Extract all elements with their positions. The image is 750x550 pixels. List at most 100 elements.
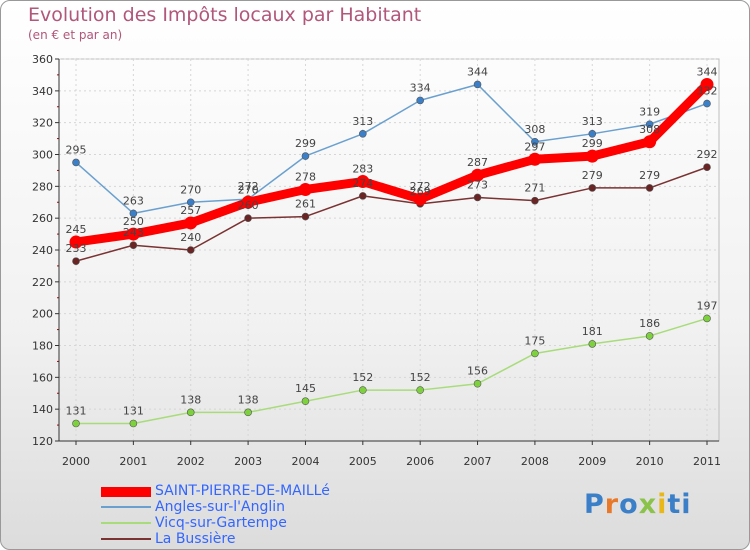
legend-label: Angles-sur-l'Anglin xyxy=(155,499,285,515)
data-point xyxy=(473,80,482,89)
data-label: 274 xyxy=(352,177,373,190)
data-label: 319 xyxy=(639,105,660,118)
data-label: 313 xyxy=(582,115,603,128)
data-label: 257 xyxy=(180,204,201,217)
data-label: 313 xyxy=(352,115,373,128)
data-label: 308 xyxy=(524,123,545,136)
x-tick-label: 2001 xyxy=(119,455,147,468)
data-label: 283 xyxy=(352,163,373,176)
data-point xyxy=(473,193,482,202)
data-point xyxy=(244,214,252,222)
data-point xyxy=(184,216,198,230)
data-label: 287 xyxy=(467,156,488,169)
y-tick-label: 300 xyxy=(32,149,53,162)
data-point xyxy=(528,152,542,166)
series-line xyxy=(75,166,708,262)
data-point xyxy=(645,184,654,192)
data-point xyxy=(588,184,597,192)
y-tick-label: 220 xyxy=(32,276,53,289)
y-tick-label: 160 xyxy=(32,371,53,384)
data-label: 308 xyxy=(639,123,660,136)
data-point xyxy=(69,235,83,249)
logo-letter: x xyxy=(638,489,658,520)
data-label: 271 xyxy=(524,182,545,195)
data-label: 332 xyxy=(697,85,718,98)
logo-letter: o xyxy=(619,489,639,520)
legend-swatch xyxy=(101,506,151,508)
data-label: 269 xyxy=(410,185,431,198)
data-point xyxy=(471,168,485,182)
data-label: 272 xyxy=(238,180,259,193)
y-tick-label: 240 xyxy=(32,244,53,257)
legend-swatch xyxy=(101,522,151,524)
data-label: 295 xyxy=(66,143,87,156)
x-tick-label: 2011 xyxy=(693,455,721,468)
y-tick-label: 140 xyxy=(32,403,53,416)
data-point xyxy=(531,349,539,358)
data-point xyxy=(301,397,310,406)
data-label: 272 xyxy=(410,180,431,193)
data-label: 344 xyxy=(467,65,488,78)
chart-title: Evolution des Impôts locaux par Habitant xyxy=(28,4,422,26)
data-point xyxy=(416,96,424,105)
y-tick-label: 120 xyxy=(32,435,53,448)
data-label: 299 xyxy=(582,137,603,150)
data-point xyxy=(186,408,195,417)
y-tick-label: 320 xyxy=(32,117,53,130)
data-label: 245 xyxy=(66,223,87,236)
data-label: 233 xyxy=(66,242,87,255)
data-point xyxy=(473,379,482,388)
data-point xyxy=(186,198,195,207)
data-label: 261 xyxy=(295,198,316,211)
data-point xyxy=(645,120,654,129)
legend-swatch xyxy=(101,487,151,497)
data-label: 186 xyxy=(639,317,660,330)
data-point xyxy=(703,163,711,172)
legend-swatch xyxy=(101,538,151,540)
logo-letter: r xyxy=(604,489,620,520)
data-label: 292 xyxy=(697,148,718,161)
data-label: 156 xyxy=(467,365,488,378)
data-point xyxy=(703,314,711,323)
data-point xyxy=(129,419,138,428)
x-tick-label: 2009 xyxy=(578,455,606,468)
x-tick-label: 2002 xyxy=(177,455,205,468)
data-label: 344 xyxy=(697,65,718,78)
data-label: 138 xyxy=(238,393,259,406)
data-point xyxy=(531,137,539,146)
series-line xyxy=(71,79,712,247)
data-label: 334 xyxy=(410,81,431,94)
logo-letter: i xyxy=(657,489,668,520)
data-point xyxy=(129,241,138,250)
x-tick-label: 2004 xyxy=(291,455,319,468)
data-label: 250 xyxy=(123,215,144,228)
y-tick-label: 260 xyxy=(32,212,53,225)
series-line xyxy=(75,317,708,425)
data-point xyxy=(186,246,195,254)
data-label: 270 xyxy=(180,183,201,196)
data-label: 131 xyxy=(66,404,87,417)
data-point xyxy=(244,408,252,417)
data-label: 152 xyxy=(410,371,431,384)
data-label: 260 xyxy=(238,199,259,212)
x-tick-label: 2006 xyxy=(406,455,434,468)
data-label: 299 xyxy=(295,137,316,150)
data-label: 145 xyxy=(295,382,316,395)
data-point xyxy=(413,192,427,206)
data-point xyxy=(301,212,310,221)
data-label: 270 xyxy=(238,183,259,196)
x-tick-label: 2005 xyxy=(349,455,377,468)
data-label: 152 xyxy=(352,371,373,384)
data-label: 181 xyxy=(582,325,603,338)
logo-letter: t xyxy=(667,489,682,520)
data-point xyxy=(359,192,367,200)
logo-letter: i xyxy=(681,489,692,520)
data-point xyxy=(703,99,711,108)
x-tick-label: 2003 xyxy=(234,455,262,468)
proxiti-logo: Proxiti xyxy=(584,489,692,520)
data-point xyxy=(700,77,714,91)
data-point xyxy=(129,209,138,218)
data-label: 263 xyxy=(123,194,144,207)
